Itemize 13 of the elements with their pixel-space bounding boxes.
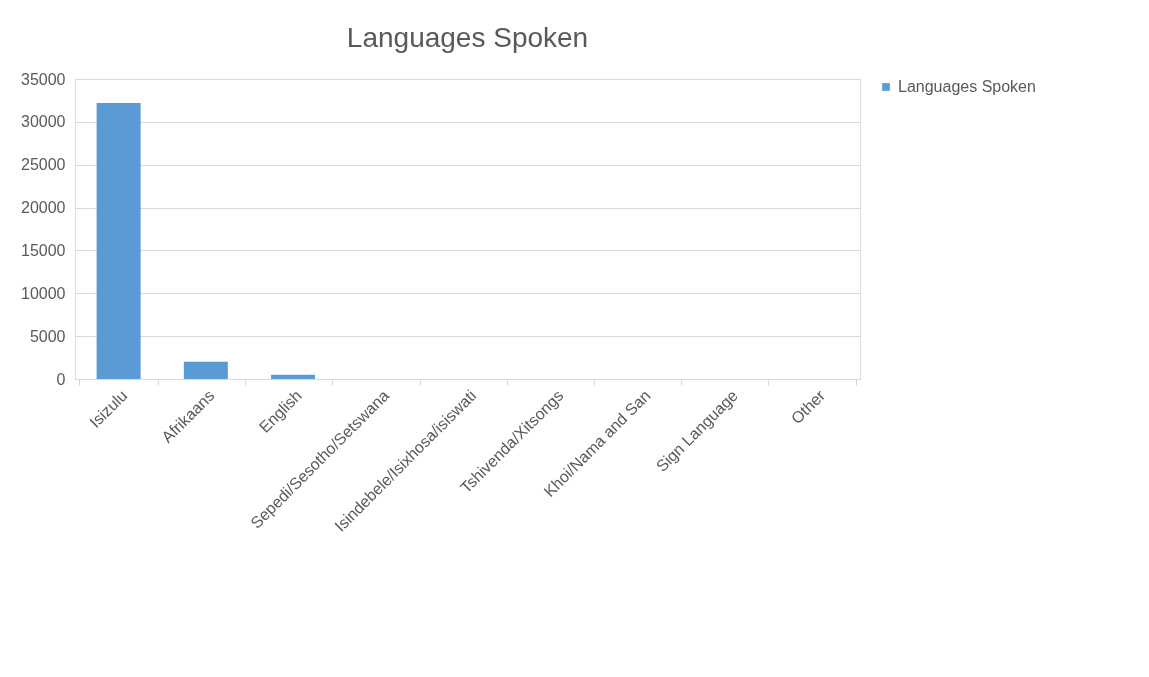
y-tick-label: 0 — [56, 370, 66, 388]
legend-label: Languages Spoken — [898, 78, 1036, 95]
y-tick-label: 30000 — [21, 113, 66, 131]
y-tick-label: 10000 — [21, 284, 66, 302]
y-tick-label: 5000 — [29, 327, 66, 345]
y-tick-label: 35000 — [21, 70, 66, 88]
y-tick-label: 20000 — [21, 199, 66, 217]
bar — [271, 374, 316, 379]
bar — [183, 361, 228, 379]
y-tick-label: 25000 — [21, 156, 66, 174]
bar — [96, 103, 141, 379]
y-tick-label: 15000 — [21, 241, 66, 259]
chart-title: Languages Spoken — [346, 22, 589, 53]
